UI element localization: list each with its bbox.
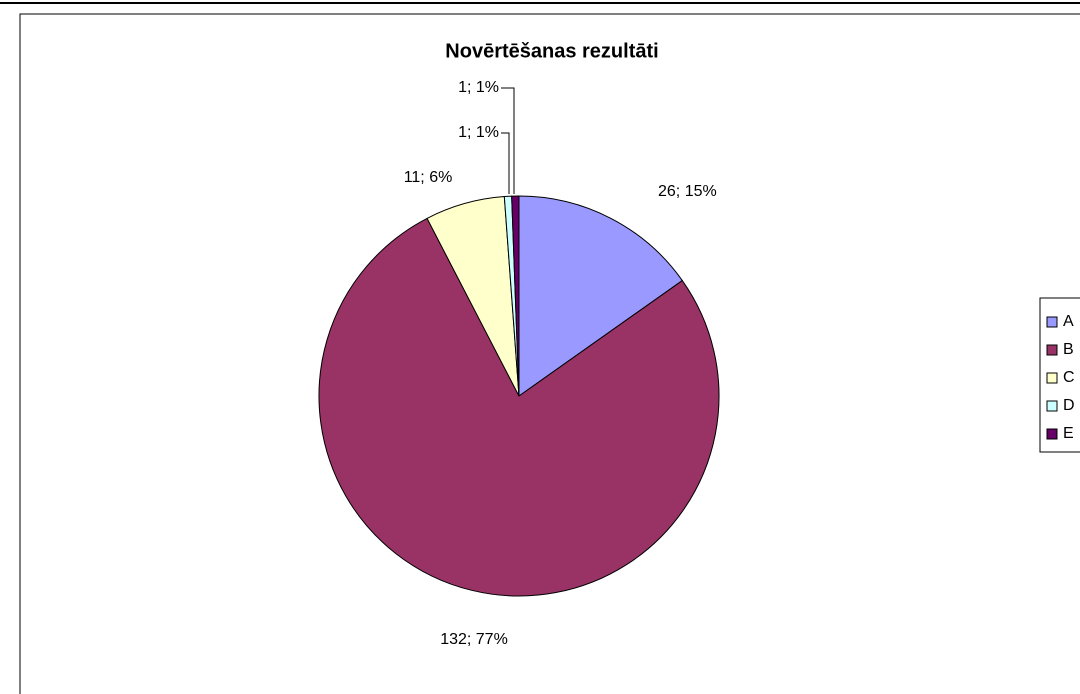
- pie-slice: [518, 195, 683, 397]
- data-label: 26; 15%: [658, 183, 717, 200]
- legend-label: E: [1063, 425, 1074, 442]
- legend-label: C: [1063, 369, 1075, 386]
- data-label: 11; 6%: [404, 169, 453, 186]
- legend-swatch: [1046, 400, 1058, 412]
- legend-label: B: [1063, 341, 1074, 358]
- leader-line: [501, 132, 510, 194]
- pie-slice: [511, 195, 520, 397]
- legend-label: D: [1063, 397, 1075, 414]
- data-label: 132; 77%: [440, 631, 508, 648]
- leader-line: [501, 87, 515, 194]
- legend-swatch: [1046, 344, 1058, 356]
- data-label: 1; 1%: [458, 79, 499, 96]
- legend-label: A: [1063, 313, 1074, 330]
- legend-swatch: [1046, 372, 1058, 384]
- chart-title: Novērtēšanas rezultāti: [445, 40, 658, 62]
- data-label: 1; 1%: [458, 124, 499, 141]
- legend-swatch: [1046, 316, 1058, 328]
- pie-slice: [318, 217, 720, 597]
- legend-swatch: [1046, 428, 1058, 440]
